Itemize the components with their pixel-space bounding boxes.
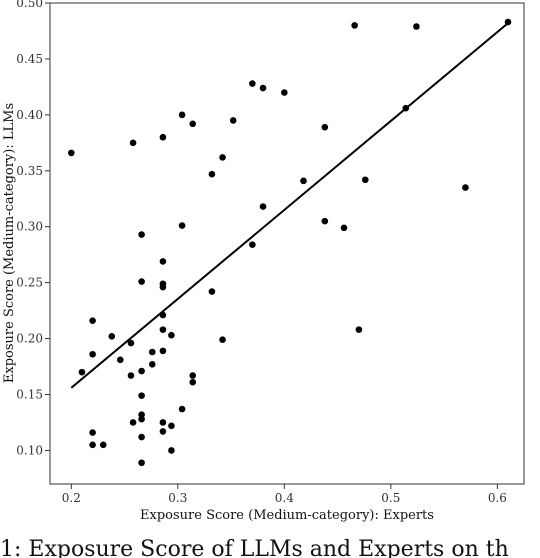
x-tick-label: 0.2 <box>62 491 81 505</box>
data-point <box>361 176 369 184</box>
data-point <box>138 392 145 399</box>
x-tick-label: 0.6 <box>488 491 507 505</box>
data-point <box>413 23 420 30</box>
x-tick-label: 0.5 <box>381 491 400 505</box>
y-tick-label: 0.30 <box>16 220 43 234</box>
data-point <box>178 111 186 119</box>
data-point <box>300 177 307 185</box>
data-point <box>78 368 86 376</box>
y-tick-label: 0.15 <box>16 388 43 402</box>
data-point <box>249 80 256 87</box>
data-point <box>89 441 96 449</box>
data-point <box>138 459 145 467</box>
data-point <box>159 326 167 333</box>
data-point <box>229 117 237 124</box>
y-axis-title: Exposure Score (Medium-category): LLMs <box>2 103 17 383</box>
y-tick-label: 0.40 <box>16 108 43 122</box>
data-point <box>249 241 256 248</box>
data-point <box>159 419 167 426</box>
data-point <box>138 278 145 285</box>
data-point <box>89 317 96 324</box>
data-point <box>208 288 216 295</box>
data-point <box>89 429 96 436</box>
data-point <box>148 361 156 368</box>
data-point <box>99 441 107 449</box>
y-tick-label: 0.25 <box>16 276 43 290</box>
data-point <box>117 356 124 364</box>
data-point <box>129 419 137 426</box>
data-point <box>178 222 186 229</box>
x-tick-label: 0.4 <box>275 491 294 505</box>
data-point <box>259 203 267 210</box>
y-tick-label: 0.45 <box>16 52 43 66</box>
data-point <box>168 331 175 339</box>
data-point <box>129 139 137 147</box>
data-point <box>159 311 167 319</box>
data-point <box>159 133 167 141</box>
plot-frame <box>49 2 525 485</box>
data-point <box>138 367 145 375</box>
data-point <box>159 347 167 355</box>
data-point <box>159 283 167 291</box>
data-point <box>138 433 145 441</box>
data-point <box>127 372 135 379</box>
data-point <box>402 104 410 112</box>
data-point <box>355 326 363 333</box>
figure-caption: 1: Exposure Score of LLMs and Experts on… <box>0 537 509 558</box>
data-point <box>189 372 197 379</box>
y-tick-label: 0.50 <box>16 0 43 10</box>
data-point <box>138 415 145 423</box>
data-point <box>148 348 156 356</box>
data-point <box>189 378 197 386</box>
data-point <box>504 18 512 26</box>
data-point <box>159 258 167 265</box>
data-point <box>168 422 175 430</box>
regression-line <box>70 22 509 389</box>
data-point <box>340 224 348 232</box>
data-point <box>159 428 167 435</box>
data-point <box>89 350 96 358</box>
data-point <box>178 405 186 413</box>
data-point <box>168 447 175 454</box>
data-point <box>127 339 135 347</box>
data-point <box>462 184 469 191</box>
data-point <box>281 89 288 96</box>
data-point <box>351 22 358 29</box>
x-axis-title: Exposure Score (Medium-category): Expert… <box>140 508 434 523</box>
y-axis: 0.10 0.15 0.20 0.25 0.30 0.35 0.40 0.45 0.50 <box>16 0 50 457</box>
data-point <box>259 84 267 92</box>
x-tick-label: 0.3 <box>168 491 187 505</box>
data-point <box>138 231 145 238</box>
data-point <box>189 120 197 128</box>
x-axis: 0.2 0.3 0.4 0.5 0.6 <box>62 484 507 505</box>
data-point <box>208 170 216 178</box>
data-point <box>321 123 329 131</box>
data-point <box>321 217 329 225</box>
data-point <box>219 336 226 344</box>
y-tick-label: 0.20 <box>16 332 43 346</box>
data-point <box>68 149 75 157</box>
y-tick-label: 0.35 <box>16 164 43 178</box>
data-point <box>108 333 116 340</box>
data-points <box>68 18 512 467</box>
data-point <box>219 154 226 161</box>
y-tick-label: 0.10 <box>16 443 43 457</box>
